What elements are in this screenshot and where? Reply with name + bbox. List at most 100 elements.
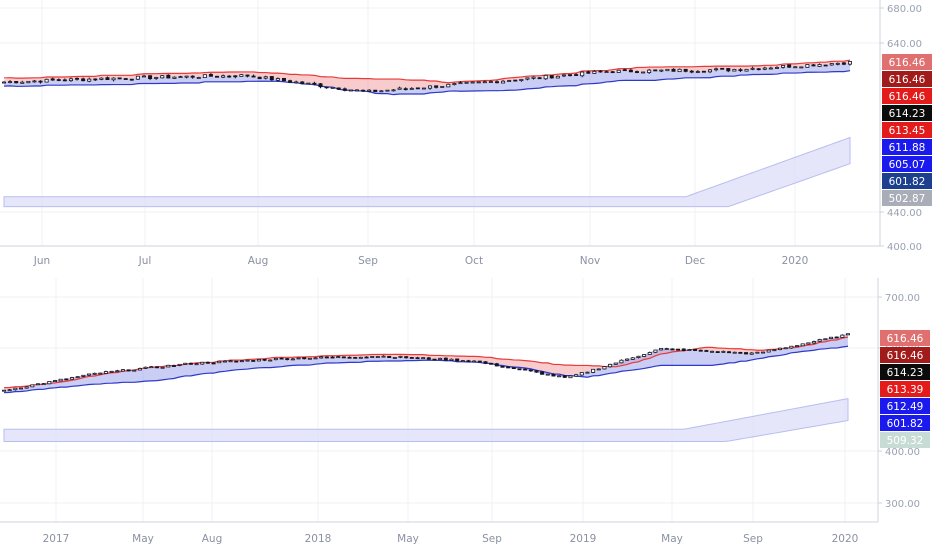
top-candles xyxy=(2,61,853,93)
candle-body xyxy=(135,75,140,80)
candle-body xyxy=(738,352,743,354)
candle-body xyxy=(129,78,134,81)
candle-body xyxy=(149,366,154,369)
candle-body xyxy=(312,82,317,85)
candle-body xyxy=(62,79,67,82)
candle-body xyxy=(750,67,755,70)
candle-body xyxy=(732,69,737,72)
candle-body xyxy=(823,64,828,67)
candle-body xyxy=(38,80,43,83)
candle-body xyxy=(415,357,420,360)
candle-body xyxy=(653,349,658,353)
price-tag-bg-7 xyxy=(882,173,932,189)
candle-body xyxy=(676,348,681,351)
candle-body xyxy=(35,383,40,386)
candle-body xyxy=(537,77,542,80)
candle-body xyxy=(239,74,244,77)
candle-body xyxy=(353,356,358,359)
candle-body xyxy=(698,349,703,352)
candle-body xyxy=(30,384,35,388)
candle-body xyxy=(81,78,86,82)
candle-body xyxy=(683,68,688,72)
candle-body xyxy=(239,360,244,363)
candle-body xyxy=(835,62,840,65)
candle-body xyxy=(273,357,278,361)
x-tick-label-5: Sep xyxy=(482,533,502,545)
candle-body xyxy=(367,89,372,92)
candle-body xyxy=(2,81,7,84)
y-tick-label-3: 300.00 xyxy=(885,499,920,510)
candle-body xyxy=(194,363,199,366)
candle-body xyxy=(222,360,227,363)
candle-body xyxy=(324,86,329,89)
candle-body xyxy=(336,356,341,359)
candle-body xyxy=(616,69,621,73)
bottom-price-tags: 616.46 616.46 614.23 613.39 612.49 601.82 509.… xyxy=(880,330,930,448)
candle-body xyxy=(385,89,390,92)
candle-body xyxy=(545,373,550,376)
candle-body xyxy=(398,355,403,358)
candle-body xyxy=(449,358,454,361)
candle-body xyxy=(281,78,286,82)
candle-body xyxy=(756,68,761,71)
x-tick-label-4: May xyxy=(397,533,419,545)
candle-body xyxy=(562,375,567,378)
price-tag-bg-0 xyxy=(882,54,932,70)
candle-body xyxy=(689,70,694,73)
candle-body xyxy=(525,77,530,80)
price-tag-label-0: 616.46 xyxy=(889,57,926,69)
candle-body xyxy=(18,387,23,390)
y-tick-label-0: 680.00 xyxy=(887,4,922,15)
candle-body xyxy=(701,70,706,73)
candle-body xyxy=(98,372,103,375)
candle-body xyxy=(336,87,341,90)
candle-body xyxy=(426,357,431,360)
candle-body xyxy=(217,360,222,364)
candle-body xyxy=(805,64,810,68)
candle-body xyxy=(99,77,104,80)
candle-body xyxy=(783,347,788,350)
x-tick-label-3: Sep xyxy=(358,255,378,267)
candle-body xyxy=(519,78,524,81)
price-tag-label-5: 611.88 xyxy=(889,142,926,154)
candle-body xyxy=(540,371,545,375)
candle-body xyxy=(470,81,475,84)
candle-body xyxy=(677,68,682,73)
candle-body xyxy=(829,63,834,66)
bottom-grid xyxy=(0,278,878,522)
candle-body xyxy=(596,368,601,371)
top-price-axis: 680.00 640.00 440.00 400.00 xyxy=(0,0,922,253)
price-tag-bg-8 xyxy=(882,190,932,206)
leading-span-cloud xyxy=(3,398,849,442)
candle-body xyxy=(355,89,360,92)
x-tick-label-6: Dec xyxy=(685,255,706,267)
candle-body xyxy=(823,338,828,341)
candle-body xyxy=(670,348,675,351)
candle-body xyxy=(477,360,482,363)
candle-body xyxy=(109,370,114,373)
candle-body xyxy=(166,74,171,79)
candle-body xyxy=(574,374,579,377)
candle-body xyxy=(806,342,811,345)
candle-body xyxy=(642,354,647,357)
price-tag-bg-6 xyxy=(882,156,932,172)
y-tick-label-2: 440.00 xyxy=(887,208,922,219)
price-tag-bg-5 xyxy=(880,415,930,431)
y-tick-label-1: 640.00 xyxy=(887,39,922,50)
candle-body xyxy=(630,357,635,360)
candle-body xyxy=(347,356,352,359)
candle-body xyxy=(288,80,293,83)
candle-body xyxy=(233,75,238,78)
candle-body xyxy=(178,76,183,79)
candle-body xyxy=(262,358,267,361)
candle-body xyxy=(342,88,347,91)
candle-body xyxy=(608,363,613,368)
price-tag-label-3: 614.23 xyxy=(889,108,926,120)
blue-cloud xyxy=(4,333,848,393)
candle-body xyxy=(795,345,800,347)
candle-body xyxy=(549,75,554,79)
candle-body xyxy=(132,369,137,372)
candle-body xyxy=(409,357,414,359)
candle-body xyxy=(409,87,414,90)
candle-body xyxy=(143,366,148,369)
